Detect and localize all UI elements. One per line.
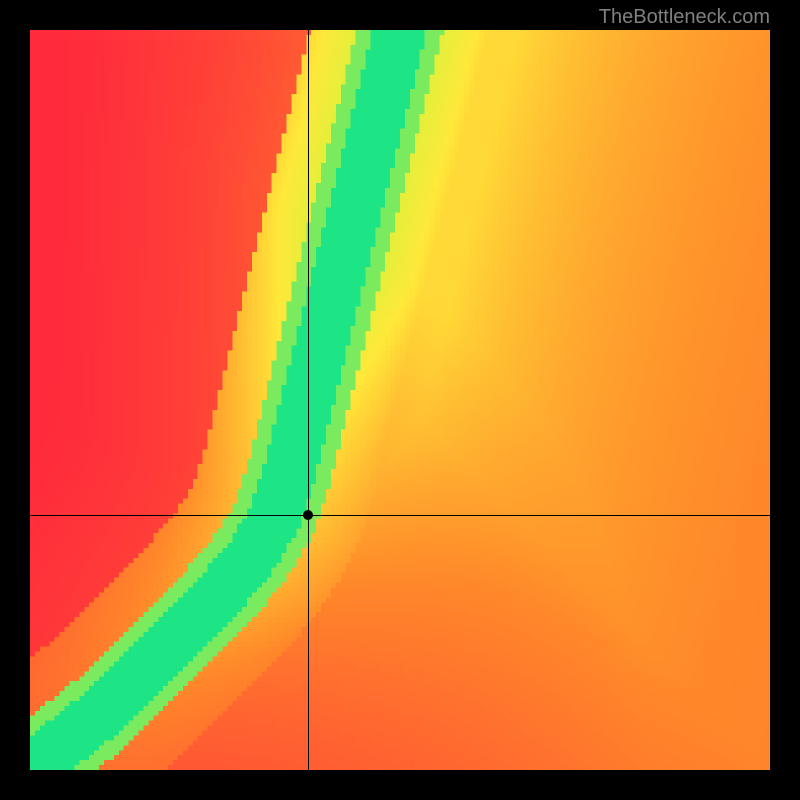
crosshair-vertical bbox=[308, 30, 309, 770]
crosshair-marker bbox=[303, 510, 313, 520]
watermark: TheBottleneck.com bbox=[599, 6, 770, 29]
crosshair-horizontal bbox=[30, 515, 770, 516]
heatmap-canvas bbox=[30, 30, 770, 770]
bottleneck-heatmap bbox=[30, 30, 770, 770]
